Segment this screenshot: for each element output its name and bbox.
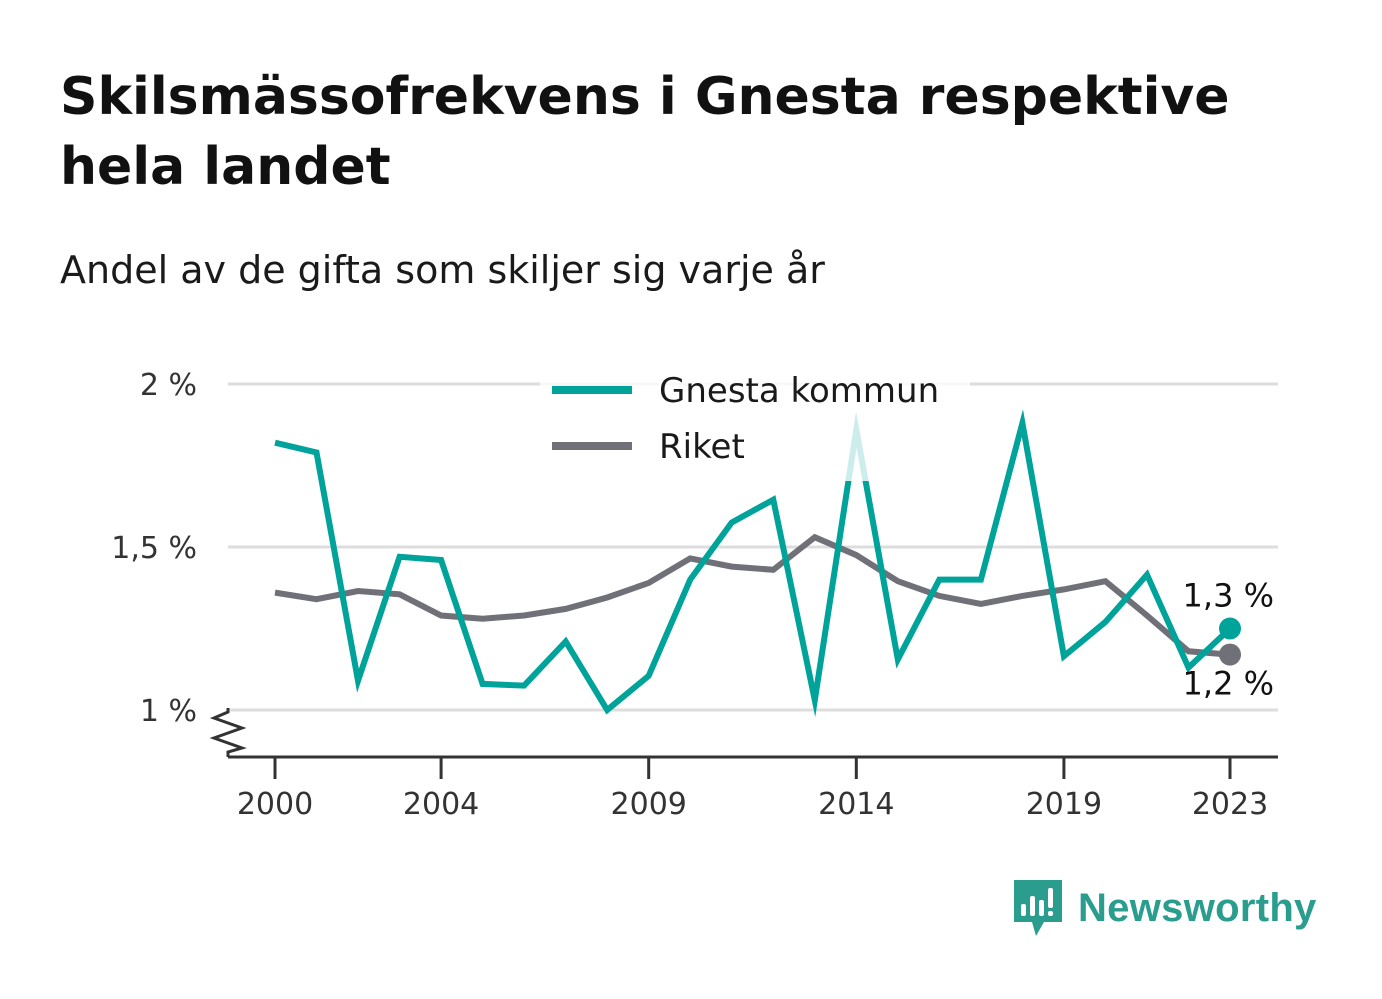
y-tick-label: 1,5 % xyxy=(111,531,197,566)
end-label: 1,2 % xyxy=(1183,665,1274,703)
x-tick-label: 2023 xyxy=(1192,787,1268,822)
logo-text: Newsworthy xyxy=(1078,885,1317,930)
legend-label: Riket xyxy=(659,427,745,467)
legend-label: Gnesta kommun xyxy=(659,371,939,411)
series-line-riket xyxy=(274,533,1231,658)
x-tick-label: 2004 xyxy=(403,787,479,822)
y-tick-label: 2 % xyxy=(140,368,197,403)
series-lines xyxy=(274,409,1233,718)
x-axis: 2000 2004 2009 2014 2019 2023 xyxy=(209,708,1278,822)
series-line-gnesta xyxy=(274,409,1233,718)
newsworthy-logo: Newsworthy xyxy=(1010,878,1317,938)
end-label: 1,3 % xyxy=(1183,577,1274,615)
y-tick-label: 1 % xyxy=(140,694,197,729)
legend: Gnesta kommun Riket xyxy=(540,366,970,481)
x-tick-label: 2019 xyxy=(1026,787,1102,822)
axis-break-icon xyxy=(209,708,247,757)
x-tick-label: 2000 xyxy=(237,787,313,822)
bar-chart-icon xyxy=(1014,880,1062,936)
end-markers: 1,3 % 1,2 % xyxy=(1183,577,1274,703)
y-tick-labels: 1 % 1,5 % 2 % xyxy=(111,368,197,729)
x-tick-label: 2014 xyxy=(818,787,894,822)
end-marker-riket xyxy=(1219,643,1241,666)
legend-background xyxy=(540,366,970,481)
end-marker-gnesta xyxy=(1219,617,1241,640)
x-tick-label: 2009 xyxy=(611,787,687,822)
chart-title: Skilsmässofrekvens i Gnesta respektive h… xyxy=(60,67,1230,197)
chart-subtitle: Andel av de gifta som skiljer sig varje … xyxy=(60,248,825,292)
